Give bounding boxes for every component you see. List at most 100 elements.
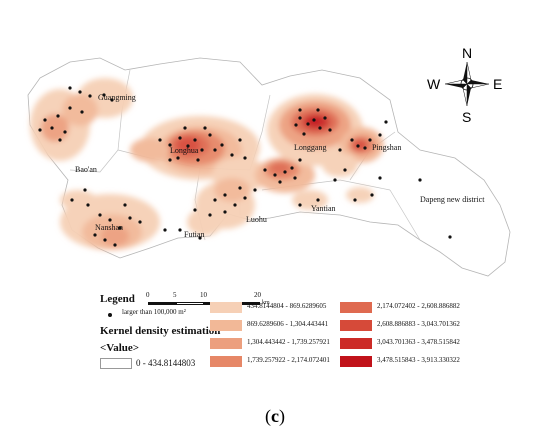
site-point [68,106,72,110]
site-point [356,144,360,148]
label-pingshan: Pingshan [372,143,401,152]
class-swatch-4 [210,356,242,367]
site-point [80,110,84,114]
site-point [273,173,277,177]
site-point [83,188,87,192]
density-blob [62,94,98,126]
site-point [108,218,112,222]
site-point [418,178,422,182]
site-point [213,198,217,202]
svg-text:W: W [427,76,441,92]
site-point [213,148,217,152]
site-point [263,168,267,172]
site-point [294,123,298,127]
density-blob [214,178,250,202]
site-point [196,158,200,162]
point-legend-label: larger than 100,000 m² [122,308,186,316]
site-point [343,168,347,172]
site-point [333,178,337,182]
scale-tick-10: 10 [200,291,207,299]
site-point [113,243,117,247]
class-label-2: 869.6289606 - 1,304.443441 [247,320,329,328]
label-yantian: Yantian [311,204,336,213]
site-point [178,228,182,232]
site-point [78,90,82,94]
site-point [278,180,282,184]
svg-text:S: S [462,109,471,125]
site-point [178,136,182,140]
site-point [378,133,382,137]
class-swatch-8 [340,356,372,367]
site-point [253,188,257,192]
site-point [158,138,162,142]
class-label-7: 3,043.701363 - 3,478.515842 [377,338,460,346]
kde-title: Kernel density estimation [100,325,221,337]
north-arrow-icon: N S E W [427,45,502,125]
site-point [102,93,106,97]
class-label-8: 3,478.515843 - 3,913.330322 [377,356,460,364]
label-dapeng: Dapeng new district [420,195,485,204]
site-point [86,203,90,207]
site-point [223,193,227,197]
site-point [110,98,114,102]
site-point [68,86,72,90]
label-longgang: Longgang [294,143,326,152]
shenzhen-density-map: Guangming Bao'an Longhua Longgang Pingsh… [27,45,511,277]
site-point [370,193,374,197]
site-point [176,156,180,160]
site-point [70,198,74,202]
site-point [243,196,247,200]
density-blob [270,162,290,174]
site-point [290,166,294,170]
site-point [353,198,357,202]
class-label-1: 434.8144804 - 869.6289605 [247,302,327,310]
density-blob [130,138,170,162]
site-point [323,116,327,120]
density-blob [101,226,129,246]
site-point [58,138,62,142]
figure-caption: (c) [265,406,285,426]
site-point [338,148,342,152]
site-point [183,126,187,130]
class-swatch-6 [340,320,372,331]
site-point [38,128,42,132]
density-blob [41,114,69,142]
site-point [233,203,237,207]
site-point [193,138,197,142]
site-point [316,198,320,202]
site-point [306,122,310,126]
class-swatch-5 [340,302,372,313]
site-point [243,156,247,160]
class-label-4: 1,739.257922 - 2,174.072401 [247,356,330,364]
label-futian: Futian [184,230,204,239]
site-point [93,233,97,237]
scale-tick-0: 0 [146,291,150,299]
site-point [293,176,297,180]
site-point [350,138,354,142]
large-site-points [38,86,452,247]
site-point [193,208,197,212]
site-point [43,118,47,122]
class-swatch-2 [210,320,242,331]
site-point [298,158,302,162]
site-point [168,143,172,147]
density-surface [30,78,384,250]
scale-unit: km [262,300,270,306]
class-label-5: 2,174.072402 - 2,608.886882 [377,302,460,310]
site-point [238,186,242,190]
site-point [384,120,388,124]
site-point [298,116,302,120]
site-point [63,130,67,134]
site-point [168,158,172,162]
site-point [220,143,224,147]
class-label-0: 0 - 434.8144803 [136,358,196,368]
site-point [378,176,382,180]
class-swatch-0 [100,358,132,369]
svg-text:E: E [493,76,502,92]
site-point [302,132,306,136]
site-point [208,213,212,217]
site-point [298,203,302,207]
site-point [230,153,234,157]
scale-tick-20: 20 [254,291,261,299]
